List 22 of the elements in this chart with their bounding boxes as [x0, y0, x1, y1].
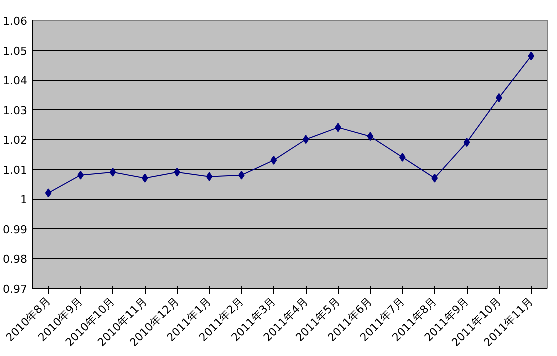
point — [302, 135, 310, 144]
point — [142, 174, 148, 183]
point — [367, 132, 374, 142]
y-tick-label: 1.04 — [3, 74, 28, 88]
y-tick-label: 0.98 — [3, 253, 28, 266]
y-tick-label: 1.01 — [3, 164, 28, 177]
y-tick-label: 1.03 — [3, 104, 28, 118]
point — [528, 52, 535, 61]
point — [270, 156, 278, 165]
point — [464, 138, 470, 148]
point — [399, 152, 406, 162]
point — [432, 174, 438, 183]
y-tick-label: 1.06 — [3, 15, 28, 28]
y-tick-label: 1 — [20, 194, 28, 207]
point — [174, 168, 181, 177]
point — [206, 172, 213, 182]
y-tick-label: 1.05 — [3, 44, 28, 58]
y-tick-label: 0.97 — [3, 283, 28, 296]
y-tick-label: 1.02 — [3, 134, 28, 148]
point — [110, 168, 116, 177]
y-tick-label: 0.99 — [3, 223, 28, 236]
point — [45, 188, 52, 198]
